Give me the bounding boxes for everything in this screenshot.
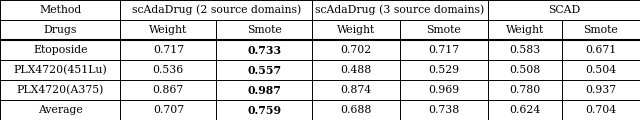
Text: 0.704: 0.704 xyxy=(586,105,616,115)
Text: 0.583: 0.583 xyxy=(509,45,540,55)
Text: 0.874: 0.874 xyxy=(340,85,372,95)
Text: Average: Average xyxy=(38,105,83,115)
Text: Drugs: Drugs xyxy=(44,25,77,35)
Text: 0.508: 0.508 xyxy=(509,65,540,75)
Text: SCAD: SCAD xyxy=(548,5,580,15)
Text: Weight: Weight xyxy=(337,25,375,35)
Text: 0.759: 0.759 xyxy=(247,105,282,115)
Text: 0.529: 0.529 xyxy=(428,65,460,75)
Text: 0.738: 0.738 xyxy=(428,105,460,115)
Text: 0.702: 0.702 xyxy=(340,45,372,55)
Text: Smote: Smote xyxy=(426,25,461,35)
Text: 0.969: 0.969 xyxy=(428,85,460,95)
Text: 0.717: 0.717 xyxy=(153,45,184,55)
Text: 0.671: 0.671 xyxy=(586,45,616,55)
Text: 0.987: 0.987 xyxy=(248,84,281,96)
Text: scAdaDrug (2 source domains): scAdaDrug (2 source domains) xyxy=(132,5,301,15)
Text: Weight: Weight xyxy=(506,25,544,35)
Text: 0.733: 0.733 xyxy=(247,45,282,55)
Text: PLX4720(A375): PLX4720(A375) xyxy=(17,85,104,95)
Text: Smote: Smote xyxy=(247,25,282,35)
Text: Weight: Weight xyxy=(149,25,188,35)
Text: 0.937: 0.937 xyxy=(586,85,616,95)
Text: 0.624: 0.624 xyxy=(509,105,540,115)
Text: Etoposide: Etoposide xyxy=(33,45,88,55)
Text: 0.688: 0.688 xyxy=(340,105,372,115)
Text: 0.557: 0.557 xyxy=(247,65,282,75)
Text: Smote: Smote xyxy=(584,25,618,35)
Text: 0.488: 0.488 xyxy=(340,65,372,75)
Text: Method: Method xyxy=(39,5,81,15)
Text: 0.717: 0.717 xyxy=(428,45,460,55)
Text: scAdaDrug (3 source domains): scAdaDrug (3 source domains) xyxy=(316,5,484,15)
Text: 0.707: 0.707 xyxy=(153,105,184,115)
Text: 0.867: 0.867 xyxy=(153,85,184,95)
Text: 0.536: 0.536 xyxy=(153,65,184,75)
Text: 0.504: 0.504 xyxy=(586,65,616,75)
Text: 0.780: 0.780 xyxy=(509,85,540,95)
Text: PLX4720(451Lu): PLX4720(451Lu) xyxy=(13,65,107,75)
